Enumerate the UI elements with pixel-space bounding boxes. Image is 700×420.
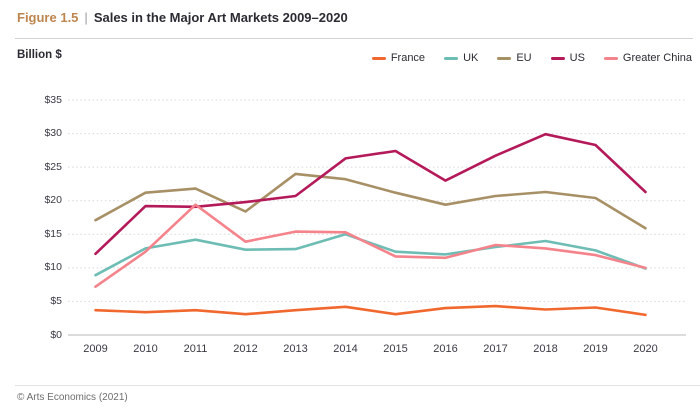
x-axis-label: 2018 xyxy=(533,343,558,355)
y-axis-label: $30 xyxy=(44,127,62,140)
y-axis-label: $15 xyxy=(44,227,62,240)
x-axis-label: 2012 xyxy=(233,343,258,355)
legend-label: France xyxy=(390,52,426,64)
figure-number: Figure 1.5 xyxy=(17,10,79,25)
eu-line-swatch-icon xyxy=(497,56,512,60)
legend-item-eu: EU xyxy=(497,52,532,64)
uk-line-swatch-icon xyxy=(444,56,459,60)
title-separator: | xyxy=(84,10,88,25)
x-axis-label: 2009 xyxy=(83,343,108,355)
x-axis-label: 2015 xyxy=(383,343,408,355)
greater-china-line-swatch-icon xyxy=(603,56,618,60)
x-axis-label: 2016 xyxy=(433,343,458,355)
x-axis-label: 2011 xyxy=(183,343,208,355)
y-axis-unit-label: Billion $ xyxy=(17,49,62,61)
y-axis-label: $35 xyxy=(44,93,62,106)
us-line-swatch-icon xyxy=(550,56,565,60)
x-axis-label: 2020 xyxy=(633,343,658,355)
y-axis-label: $25 xyxy=(44,160,62,173)
x-axis-label: 2014 xyxy=(333,343,358,355)
legend-item-uk: UK xyxy=(444,52,478,64)
x-axis-label: 2010 xyxy=(133,343,158,355)
x-axis-label: 2019 xyxy=(583,343,608,355)
copyright-text: © Arts Economics (2021) xyxy=(17,392,128,403)
y-axis-label: $20 xyxy=(44,194,62,207)
legend-label: Greater China xyxy=(622,52,692,64)
header-divider xyxy=(15,38,693,39)
legend-label: EU xyxy=(516,52,532,64)
footer-divider xyxy=(15,385,700,386)
y-axis-label: $10 xyxy=(44,261,62,274)
figure-header: Figure 1.5 | Sales in the Major Art Market… xyxy=(17,10,348,25)
chart-legend: France UK EU US Greater China xyxy=(371,52,692,64)
y-axis-label: $5 xyxy=(50,294,62,307)
x-axis-label: 2013 xyxy=(283,343,308,355)
y-axis-label: $0 xyxy=(50,328,62,341)
legend-item-greater-china: Greater China xyxy=(603,52,692,64)
chart-title: Sales in the Major Art Markets 2009–2020 xyxy=(93,10,348,25)
x-axis-label: 2017 xyxy=(483,343,508,355)
legend-item-france: France xyxy=(371,52,426,64)
legend-item-us: US xyxy=(550,52,585,64)
legend-label: UK xyxy=(463,52,479,64)
france-line-swatch-icon xyxy=(371,56,386,60)
legend-label: US xyxy=(569,52,585,64)
